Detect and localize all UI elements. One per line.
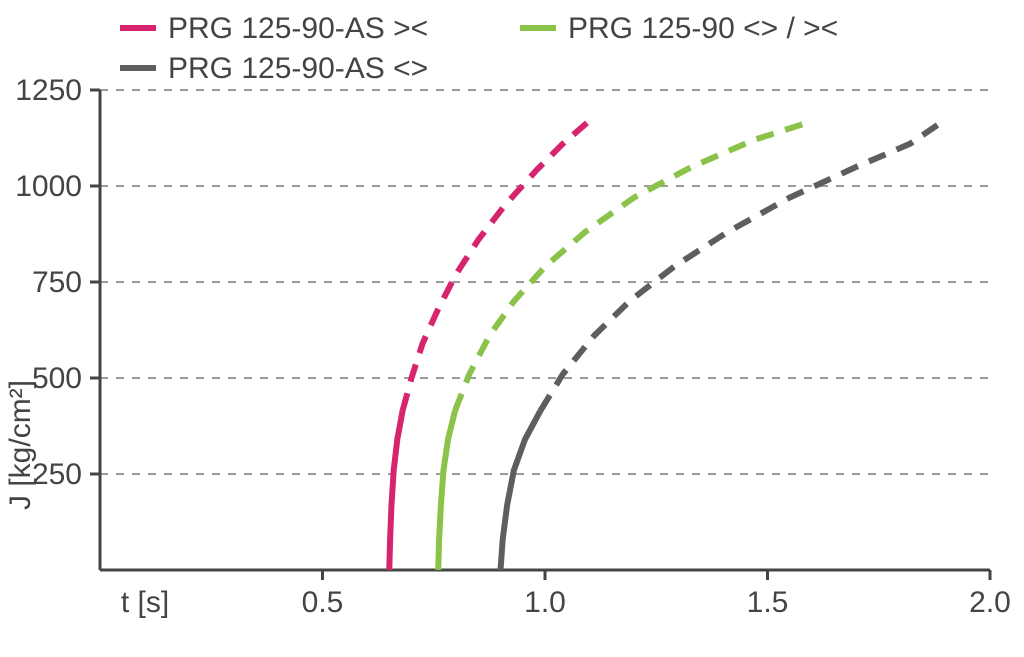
chart-svg: 250 500 750 1000 1250 0.5 1.0 1.5 2.0 t [s] J [kg/…	[0, 0, 1024, 657]
chart-background	[0, 0, 1024, 657]
x-tick-label: 1.5	[747, 586, 789, 619]
y-tick-label: 1250	[15, 74, 82, 107]
x-tick-label: 1.0	[524, 586, 566, 619]
chart-container: 250 500 750 1000 1250 0.5 1.0 1.5 2.0 t [s] J [kg/…	[0, 0, 1024, 657]
y-tick-label: 250	[32, 458, 82, 491]
y-tick-label: 750	[32, 266, 82, 299]
legend-label: PRG 125-90-AS ><	[168, 12, 428, 45]
y-tick-label: 1000	[15, 170, 82, 203]
legend-label: PRG 125-90 <> / ><	[568, 12, 838, 45]
x-tick-label: 0.5	[302, 586, 344, 619]
x-tick-label: 2.0	[969, 586, 1011, 619]
y-axis-title: J [kg/cm²]	[4, 380, 37, 510]
y-tick-label: 500	[32, 362, 82, 395]
x-axis-title: t [s]	[121, 586, 169, 619]
legend-label: PRG 125-90-AS <>	[168, 52, 428, 85]
